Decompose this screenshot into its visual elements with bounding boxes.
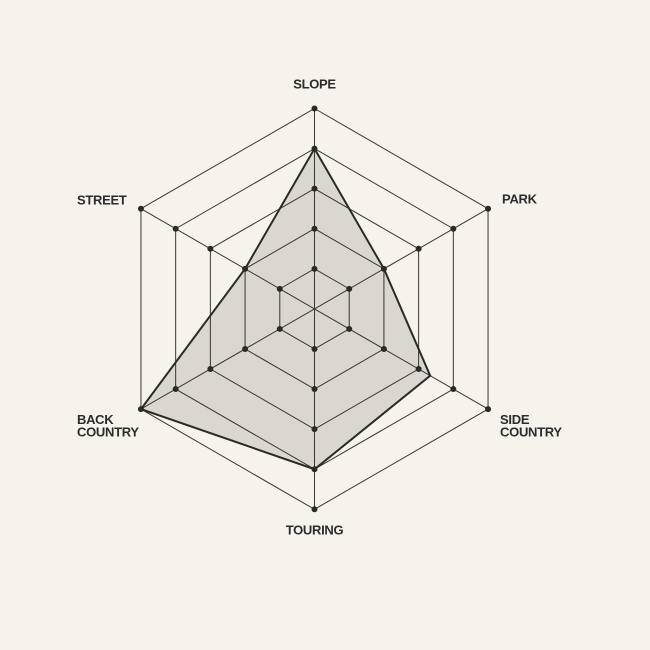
svg-text:COUNTRY: COUNTRY — [77, 425, 139, 440]
svg-text:PARK: PARK — [502, 192, 538, 207]
svg-text:STREET: STREET — [77, 193, 127, 208]
svg-text:COUNTRY: COUNTRY — [500, 425, 562, 440]
svg-text:TOURING: TOURING — [286, 522, 344, 537]
svg-text:SLOPE: SLOPE — [293, 77, 336, 92]
